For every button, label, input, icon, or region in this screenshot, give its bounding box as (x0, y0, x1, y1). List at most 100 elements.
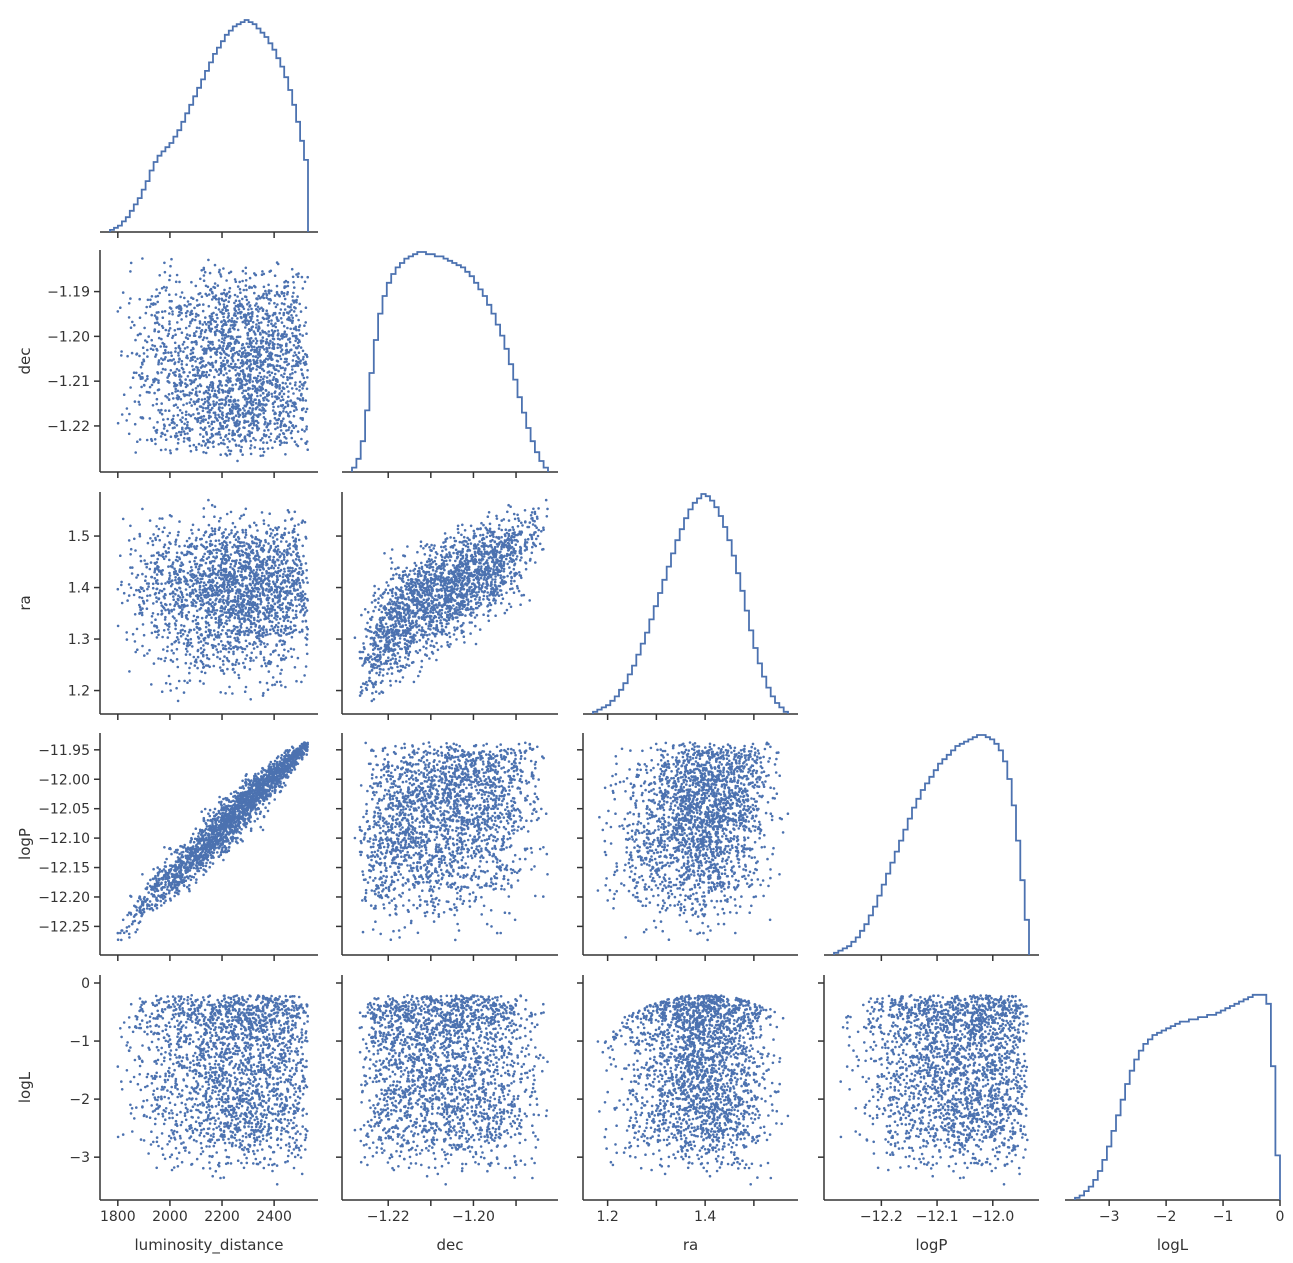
scatter-point (231, 383, 234, 387)
scatter-point (241, 567, 245, 571)
scatter-point (116, 310, 120, 313)
scatter-point (277, 405, 280, 408)
scatter-point (227, 533, 231, 536)
scatter-point (262, 433, 266, 436)
scatter-point (202, 402, 205, 406)
scatter-point (248, 432, 252, 436)
scatter-point (162, 629, 166, 632)
scatter-point (255, 339, 259, 343)
scatter-point (279, 582, 283, 586)
scatter-point (249, 377, 252, 381)
scatter-point (278, 393, 281, 396)
scatter-point (215, 350, 219, 354)
scatter-point (168, 580, 171, 584)
scatter-point (196, 400, 200, 403)
scatter-point (280, 374, 283, 377)
scatter-point (200, 651, 203, 655)
scatter-point (160, 582, 163, 586)
scatter-point (260, 511, 264, 514)
scatter-point (292, 414, 296, 418)
scatter-point (204, 530, 208, 533)
scatter-point (261, 437, 264, 440)
scatter-point (246, 303, 249, 306)
scatter-point (263, 348, 266, 351)
scatter-point (248, 668, 252, 671)
scatter-point (271, 683, 274, 687)
scatter-point (286, 412, 290, 416)
scatter-point (250, 393, 253, 397)
scatter-point (458, 540, 462, 544)
scatter-point (292, 544, 295, 548)
scatter-point (212, 420, 216, 424)
scatter-point (121, 291, 125, 294)
scatter-point (280, 624, 284, 628)
scatter-point (292, 354, 295, 358)
scatter-point (280, 559, 284, 563)
scatter-point (249, 567, 253, 570)
scatter-point (184, 378, 187, 381)
scatter-point (244, 629, 248, 633)
scatter-point (252, 647, 256, 650)
scatter-point (151, 612, 155, 615)
scatter-point (218, 387, 221, 391)
scatter-point (166, 359, 170, 363)
scatter-point (259, 643, 263, 646)
scatter-point (519, 559, 522, 562)
scatter-point (234, 362, 237, 366)
scatter-point (244, 507, 248, 511)
scatter-point (249, 698, 252, 701)
scatter-point (241, 391, 244, 395)
scatter-point (209, 436, 212, 440)
scatter-point (294, 406, 298, 409)
scatter-point (256, 554, 260, 557)
scatter-point (167, 398, 171, 401)
scatter-point (185, 354, 189, 358)
scatter-point (275, 538, 279, 541)
scatter-point (208, 560, 212, 564)
scatter-point (282, 654, 285, 657)
scatter-point (150, 313, 153, 317)
scatter-point (253, 291, 256, 295)
scatter-point (274, 596, 277, 599)
scatter-point (219, 441, 223, 445)
scatter-point (225, 279, 228, 282)
scatter-point (270, 614, 273, 617)
scatter-point (261, 345, 265, 348)
scatter-point (169, 584, 173, 588)
scatter-point (233, 525, 237, 529)
scatter-point (225, 415, 229, 418)
scatter-point (146, 541, 150, 545)
scatter-point (280, 684, 283, 687)
scatter-point (279, 425, 282, 429)
scatter-point (247, 543, 251, 547)
scatter-point (146, 355, 149, 358)
scatter-point (174, 347, 177, 350)
scatter-point (258, 348, 262, 351)
scatter-point (259, 592, 262, 595)
scatter-point (250, 586, 254, 590)
scatter-point (229, 644, 232, 647)
scatter-point (229, 335, 233, 338)
scatter-point (173, 329, 177, 332)
scatter-point (290, 387, 294, 390)
scatter-point (255, 545, 258, 548)
scatter-point (303, 280, 307, 284)
scatter-point (191, 619, 195, 623)
scatter-point (270, 575, 274, 578)
scatter-point (258, 333, 262, 336)
scatter-point (155, 600, 158, 603)
scatter-point (175, 636, 179, 639)
scatter-point (152, 533, 155, 536)
scatter-point (296, 588, 300, 591)
scatter-point (201, 338, 205, 342)
scatter-point (193, 334, 197, 338)
scatter-point (273, 440, 277, 444)
scatter-point (160, 613, 163, 616)
scatter-point (291, 536, 295, 539)
scatter-point (300, 599, 303, 603)
scatter-point (261, 571, 264, 575)
scatter-point (174, 350, 177, 353)
scatter-point (151, 582, 155, 586)
scatter-point (183, 304, 186, 307)
scatter-point (172, 598, 175, 601)
